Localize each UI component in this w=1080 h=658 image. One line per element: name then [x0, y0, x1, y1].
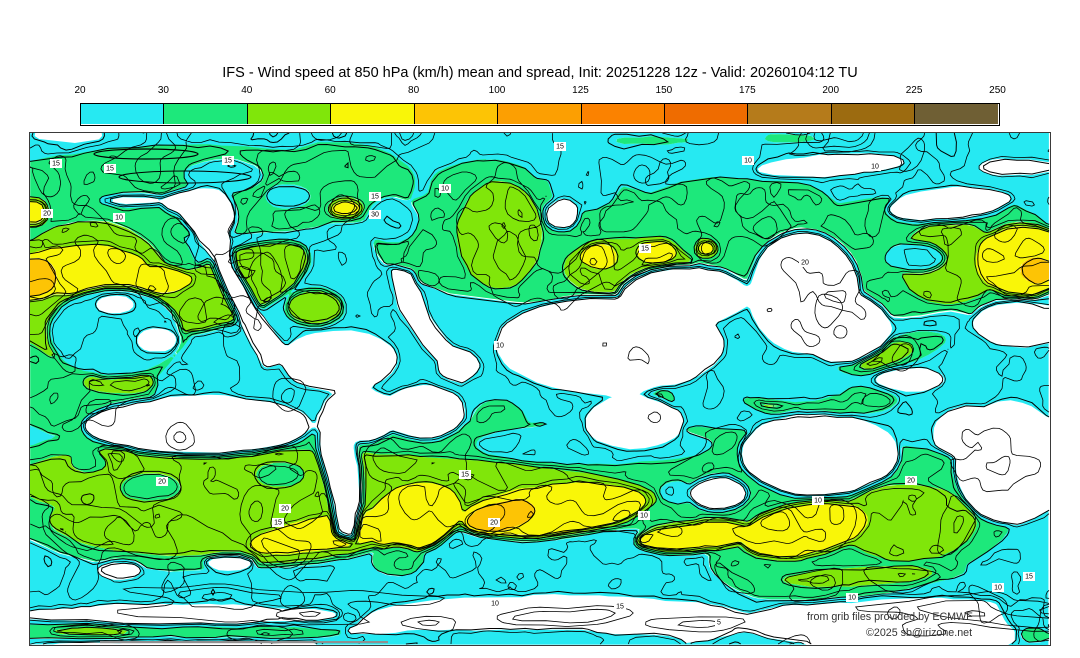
- svg-text:15: 15: [641, 246, 649, 253]
- svg-text:20: 20: [490, 520, 498, 527]
- svg-text:20: 20: [158, 479, 166, 486]
- svg-text:10: 10: [115, 215, 123, 222]
- svg-text:20: 20: [801, 260, 809, 267]
- svg-text:20: 20: [281, 506, 289, 513]
- svg-text:5: 5: [717, 620, 721, 627]
- svg-text:15: 15: [52, 161, 60, 168]
- svg-text:15: 15: [106, 166, 114, 173]
- svg-text:15: 15: [461, 472, 469, 479]
- svg-text:10: 10: [994, 585, 1002, 592]
- svg-text:15: 15: [371, 194, 379, 201]
- svg-text:10: 10: [441, 186, 449, 193]
- svg-text:10: 10: [814, 498, 822, 505]
- svg-text:20: 20: [43, 211, 51, 218]
- svg-text:10: 10: [640, 513, 648, 520]
- svg-text:10: 10: [871, 164, 879, 171]
- svg-text:30: 30: [371, 212, 379, 219]
- svg-text:15: 15: [224, 158, 232, 165]
- svg-text:10: 10: [744, 158, 752, 165]
- svg-text:15: 15: [1025, 574, 1033, 581]
- svg-text:20: 20: [907, 478, 915, 485]
- svg-text:15: 15: [274, 520, 282, 527]
- svg-text:10: 10: [496, 343, 504, 350]
- svg-text:15: 15: [556, 144, 564, 151]
- svg-text:10: 10: [848, 595, 856, 602]
- svg-text:10: 10: [491, 601, 499, 608]
- svg-text:15: 15: [616, 604, 624, 611]
